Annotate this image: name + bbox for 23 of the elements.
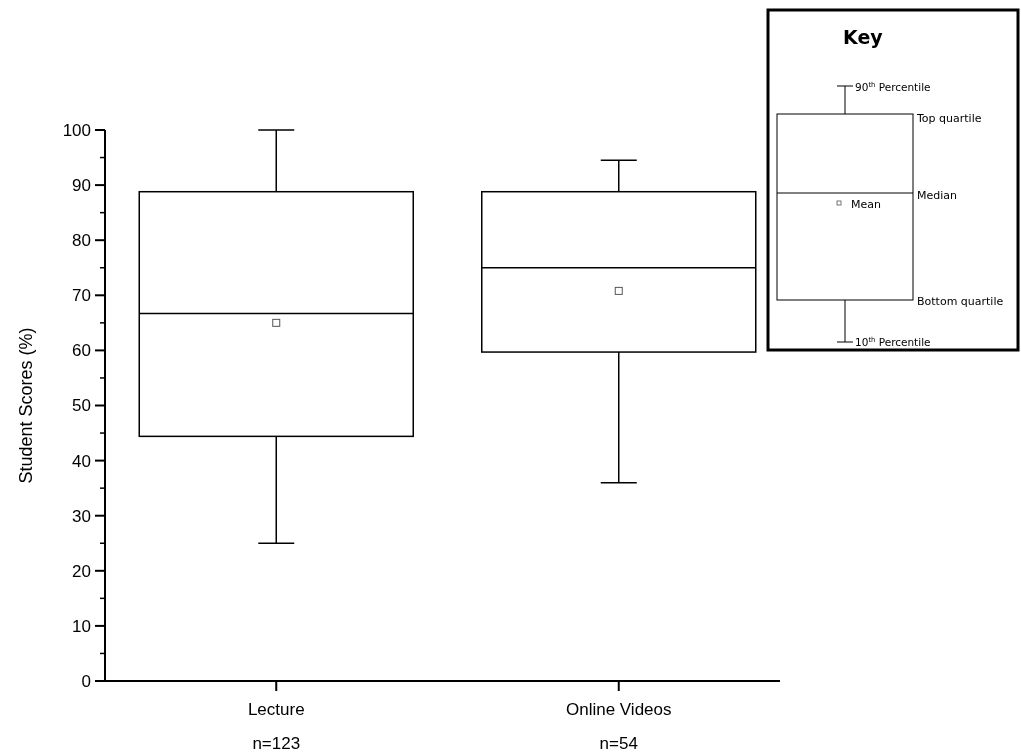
y-tick-label: 20 bbox=[72, 561, 91, 581]
y-tick-label: 80 bbox=[72, 231, 91, 251]
text: Top quartile bbox=[916, 112, 982, 125]
text: 10$^{th}$ Percentile bbox=[855, 336, 931, 348]
x-tick-label: Lecture bbox=[247, 700, 305, 719]
text: n=54 bbox=[599, 734, 638, 753]
text: Median bbox=[917, 189, 958, 202]
y-tick-label: 10 bbox=[72, 616, 91, 636]
text: 90$^{th}$ Percentile bbox=[855, 81, 931, 93]
text: Key bbox=[843, 26, 884, 48]
y-tick-label: 100 bbox=[62, 120, 91, 140]
y-tick-label: 70 bbox=[72, 286, 91, 306]
y-tick-label: 90 bbox=[72, 176, 91, 196]
text: n=123 bbox=[252, 734, 301, 753]
y-tick-label: 0 bbox=[81, 671, 91, 691]
text: Mean bbox=[851, 198, 881, 211]
y-tick-label: 30 bbox=[72, 506, 91, 526]
y-axis-title: Student Scores (%) bbox=[16, 327, 36, 484]
x-tick-label: Online Videos bbox=[565, 700, 672, 719]
text: Bottom quartile bbox=[917, 295, 1004, 308]
y-tick-label: 40 bbox=[72, 451, 91, 471]
y-tick-label: 60 bbox=[72, 341, 91, 361]
y-tick-label: 50 bbox=[72, 396, 91, 416]
